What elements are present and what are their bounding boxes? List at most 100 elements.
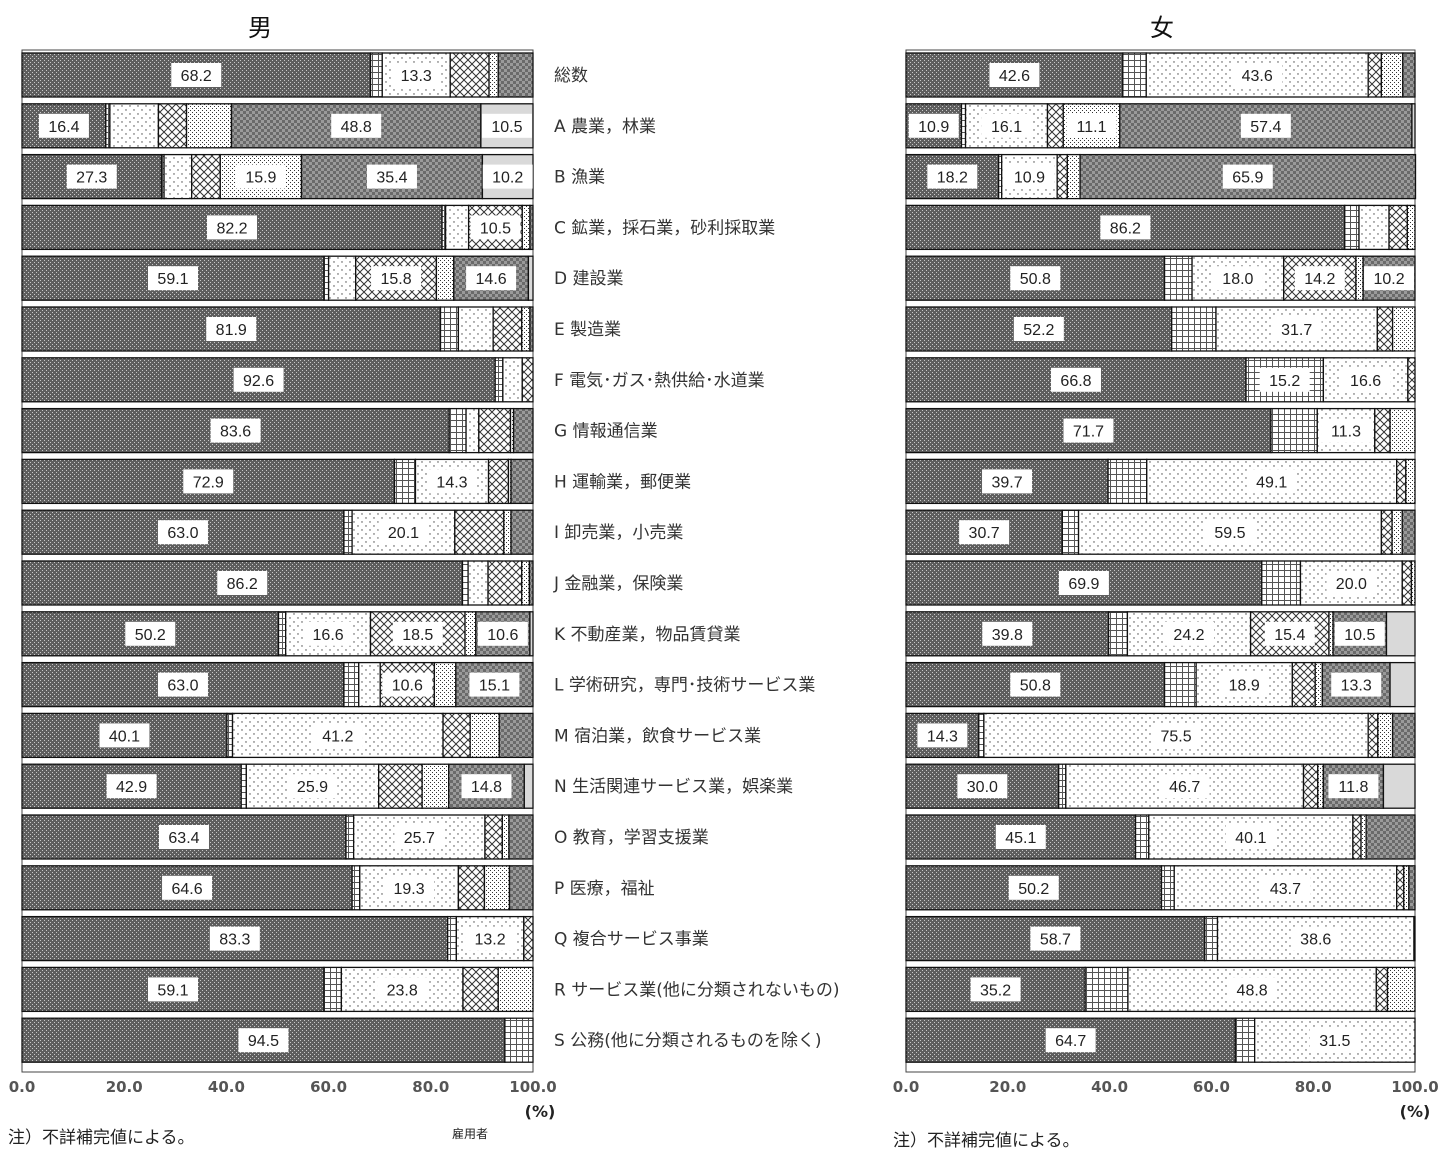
bar-segment bbox=[529, 204, 534, 251]
data-label: 18.2 bbox=[937, 170, 968, 187]
bar-segment bbox=[1380, 509, 1393, 555]
bar-segment bbox=[1396, 865, 1405, 911]
data-label: 41.2 bbox=[322, 728, 353, 745]
bar-segment bbox=[488, 52, 499, 98]
data-label-bg bbox=[461, 774, 512, 799]
bar-segment bbox=[527, 255, 534, 301]
data-label: 50.2 bbox=[1018, 881, 1049, 898]
bar-segment bbox=[497, 52, 534, 98]
data-label-bg bbox=[970, 977, 1021, 1002]
data-label: 25.7 bbox=[404, 830, 435, 847]
bar-segment bbox=[498, 712, 534, 759]
bar-segment bbox=[504, 1017, 534, 1063]
category-label: S 公務(他に分類されるものを除く) bbox=[554, 1031, 821, 1051]
data-label-bg bbox=[982, 469, 1033, 494]
data-label: 10.5 bbox=[480, 220, 511, 237]
data-label: 11.1 bbox=[1077, 119, 1107, 136]
data-label-bg bbox=[982, 621, 1033, 646]
data-label-bg bbox=[1058, 571, 1109, 595]
bar-segment bbox=[464, 611, 477, 657]
data-label: 13.3 bbox=[401, 68, 432, 85]
data-label-bg bbox=[470, 215, 521, 240]
data-label-bg bbox=[366, 164, 417, 189]
data-label: 15.4 bbox=[1274, 627, 1305, 644]
data-label: 10.2 bbox=[1373, 271, 1404, 288]
bar-segment bbox=[1374, 407, 1391, 454]
data-label: 39.7 bbox=[991, 474, 1022, 491]
data-label-bg bbox=[162, 875, 213, 900]
data-label: 83.3 bbox=[219, 932, 250, 949]
data-label: 48.8 bbox=[341, 119, 372, 136]
data-label-bg bbox=[995, 825, 1046, 849]
bar-segment bbox=[277, 611, 287, 657]
data-label: 59.5 bbox=[1214, 525, 1245, 542]
data-label: 35.4 bbox=[376, 170, 407, 187]
bar-segment bbox=[1403, 865, 1410, 911]
bar-segment bbox=[528, 560, 534, 606]
bar-segment bbox=[521, 560, 531, 606]
bar-segment bbox=[1382, 763, 1416, 809]
bar-segment bbox=[510, 458, 534, 505]
data-label: 59.1 bbox=[157, 271, 188, 288]
data-label-bg bbox=[1219, 672, 1270, 697]
bar-segment bbox=[1391, 712, 1416, 759]
category-label: J 金融業，保険業 bbox=[553, 574, 683, 594]
bar-segment bbox=[461, 560, 469, 606]
bar-segment bbox=[483, 865, 511, 911]
data-label-bg bbox=[210, 418, 261, 443]
bar-segment bbox=[1107, 458, 1148, 505]
data-label-bg bbox=[1264, 621, 1315, 646]
bar-segment bbox=[1291, 661, 1316, 708]
bar-segment bbox=[345, 814, 355, 860]
bar-segment bbox=[487, 458, 510, 505]
bar-segment bbox=[497, 966, 534, 1013]
data-label: 23.8 bbox=[387, 982, 418, 999]
x-tick-label: 100.0 bbox=[1391, 1078, 1438, 1096]
data-label: 48.8 bbox=[1237, 982, 1268, 999]
bar-segment bbox=[484, 814, 503, 860]
x-unit-label: (%) bbox=[1400, 1102, 1431, 1121]
data-label: 59.1 bbox=[157, 982, 188, 999]
data-label: 14.3 bbox=[927, 728, 958, 745]
data-label: 64.7 bbox=[1055, 1033, 1086, 1050]
data-label-bg bbox=[377, 977, 428, 1002]
category-label: R サービス業(他に分類されないもの) bbox=[554, 980, 839, 1000]
bar-segment bbox=[1375, 966, 1389, 1013]
data-label-bg bbox=[394, 825, 445, 849]
data-label: 15.8 bbox=[380, 271, 411, 288]
category-label: Q 複合サービス事業 bbox=[554, 930, 709, 950]
bar-segment bbox=[157, 103, 188, 149]
data-label: 18.0 bbox=[1222, 271, 1253, 288]
bar-segment bbox=[1407, 357, 1416, 403]
data-label: 18.5 bbox=[402, 627, 433, 644]
data-label: 16.6 bbox=[313, 627, 344, 644]
bar-segment bbox=[457, 306, 494, 352]
data-label: 24.2 bbox=[1173, 627, 1204, 644]
bar-segment bbox=[21, 357, 496, 403]
data-label-bg bbox=[1259, 367, 1310, 392]
data-label-bg bbox=[469, 672, 520, 697]
category-label: K 不動産業，物品賃貸業 bbox=[554, 625, 741, 645]
data-label-bg bbox=[303, 621, 354, 646]
data-label-bg bbox=[106, 774, 157, 799]
data-label: 49.1 bbox=[1256, 474, 1287, 491]
legend-fragment: 雇用者 bbox=[452, 1127, 489, 1141]
bar-segment bbox=[1360, 814, 1367, 860]
data-label-bg bbox=[1309, 1028, 1360, 1053]
category-label: L 学術研究，専門･技術サービス業 bbox=[554, 676, 815, 696]
data-label: 63.4 bbox=[168, 830, 199, 847]
data-label-bg bbox=[1232, 63, 1283, 87]
data-label-bg bbox=[1204, 520, 1255, 545]
data-label-bg bbox=[378, 520, 429, 545]
data-label-bg bbox=[482, 164, 533, 189]
data-label: 15.1 bbox=[479, 678, 510, 695]
data-label-bg bbox=[1260, 875, 1311, 900]
data-label-bg bbox=[1212, 266, 1263, 291]
data-label-bg bbox=[1030, 926, 1081, 951]
data-label: 39.8 bbox=[992, 627, 1023, 644]
bar-segment bbox=[226, 712, 234, 759]
bar-segment bbox=[1163, 255, 1193, 301]
data-label: 11.8 bbox=[1338, 779, 1368, 796]
bar-segment bbox=[1352, 814, 1362, 860]
